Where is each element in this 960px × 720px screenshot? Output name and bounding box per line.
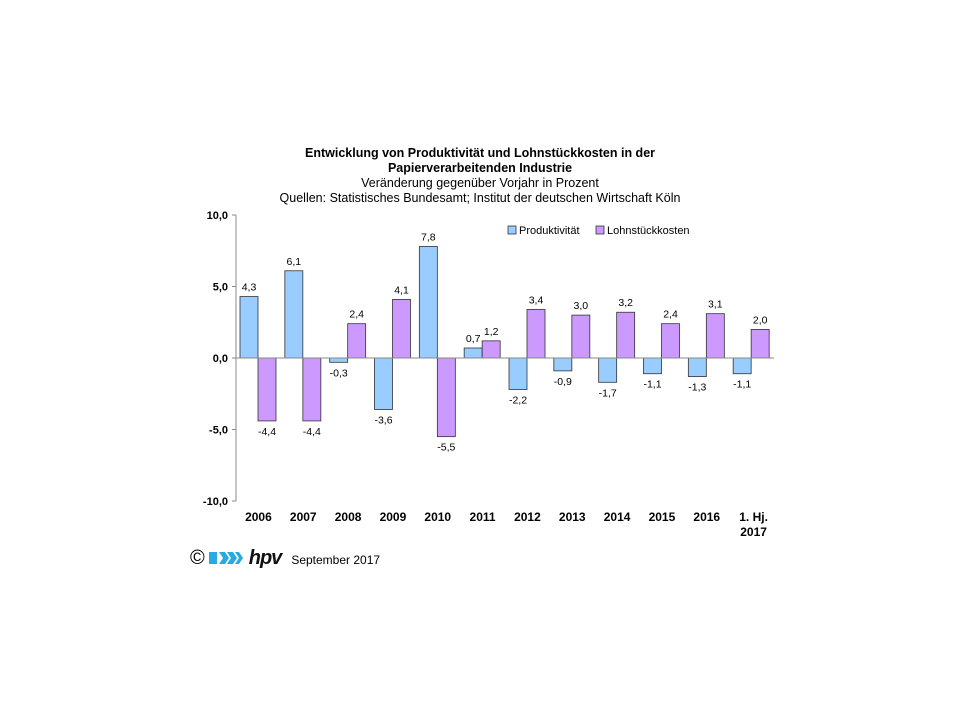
data-label: 2,0 <box>753 314 768 326</box>
chart-subtitle: Veränderung gegenüber Vorjahr in Prozent <box>361 176 599 190</box>
bar-lohnstueckkosten-2 <box>347 323 367 359</box>
bar-lohnstueckkosten-5 <box>481 340 501 359</box>
data-label: 1,2 <box>484 326 499 338</box>
data-label: 7,8 <box>421 231 436 243</box>
bar-produktivitaet-7 <box>553 357 573 372</box>
chart-title-block: Entwicklung von Produktivität und Lohnst… <box>230 146 730 206</box>
bar-produktivitaet-1 <box>284 270 304 359</box>
bar-produktivitaet-6 <box>508 357 528 390</box>
data-label: -0,3 <box>330 367 348 379</box>
data-label: -1,3 <box>688 382 706 394</box>
data-label: -3,6 <box>374 414 392 426</box>
y-tick-label: 0,0 <box>213 353 228 365</box>
data-label: 3,1 <box>708 299 723 311</box>
bar-produktivitaet-10 <box>687 357 707 377</box>
x-tick-label: 2013 <box>559 510 586 524</box>
hpv-logo-text: hpv <box>248 546 283 569</box>
bar-produktivitaet-5 <box>463 347 483 359</box>
y-tick-label: -5,0 <box>209 425 228 437</box>
bar-produktivitaet-9 <box>643 357 662 375</box>
y-tick-label: -10,0 <box>203 496 228 508</box>
bar-produktivitaet-11 <box>732 357 752 375</box>
data-label: -0,9 <box>554 376 572 388</box>
legend-swatch-1 <box>595 225 605 235</box>
bar-produktivitaet-4 <box>418 246 438 359</box>
y-tick-label: 5,0 <box>213 282 228 294</box>
x-tick-label: 2008 <box>335 510 362 524</box>
legend-label: Produktivität <box>519 225 580 237</box>
bar-lohnstueckkosten-6 <box>526 308 546 359</box>
data-label: 4,1 <box>394 284 409 296</box>
data-label: -4,4 <box>258 426 276 438</box>
x-tick-label: 1. Hj. <box>739 510 768 524</box>
legend-label: Lohnstückkosten <box>607 225 690 237</box>
x-tick-label: 2016 <box>693 510 720 524</box>
data-label: -1,7 <box>599 387 617 399</box>
footer-date: September 2017 <box>291 553 381 567</box>
data-label: 0,7 <box>466 333 481 345</box>
data-label: -4,4 <box>303 426 321 438</box>
x-tick-label: 2017 <box>740 525 767 539</box>
bar-lohnstueckkosten-7 <box>571 314 591 359</box>
bar-produktivitaet-0 <box>239 296 259 359</box>
legend-swatch-0 <box>507 225 517 235</box>
x-tick-label: 2015 <box>649 510 676 524</box>
bar-lohnstueckkosten-0 <box>257 357 277 422</box>
data-label: -1,1 <box>733 379 751 391</box>
data-label: 3,2 <box>618 297 633 309</box>
x-tick-label: 2012 <box>514 510 541 524</box>
bar-produktivitaet-8 <box>598 357 618 383</box>
data-label: -5,5 <box>437 442 455 454</box>
data-label: 2,4 <box>349 309 364 321</box>
x-tick-label: 2011 <box>470 510 496 524</box>
bar-lohnstueckkosten-3 <box>392 298 411 359</box>
bar-lohnstueckkosten-9 <box>661 323 680 359</box>
data-label: 6,1 <box>287 256 302 268</box>
x-tick-label: 2006 <box>245 510 272 524</box>
x-tick-label: 2010 <box>424 510 451 524</box>
x-tick-label: 2009 <box>380 510 407 524</box>
bar-lohnstueckkosten-1 <box>302 357 322 422</box>
data-label: 3,0 <box>574 300 589 312</box>
data-label: -2,2 <box>509 394 527 406</box>
chart-title-line1: Entwicklung von Produktivität und Lohnst… <box>304 146 656 160</box>
y-tick-label: 10,0 <box>207 210 228 222</box>
data-label: 4,3 <box>242 282 257 294</box>
data-label: -1,1 <box>643 379 661 391</box>
data-label: 2,4 <box>663 309 678 321</box>
x-tick-label: 2007 <box>290 510 317 524</box>
bar-produktivitaet-2 <box>329 357 349 363</box>
x-tick-label: 2014 <box>604 510 631 524</box>
bar-lohnstueckkosten-4 <box>436 357 456 438</box>
bar-lohnstueckkosten-11 <box>750 328 770 359</box>
hpv-logo-arrows-icon <box>208 549 243 567</box>
chart-source: Quellen: Statistisches Bundesamt; Instit… <box>279 191 681 205</box>
bar-lohnstueckkosten-8 <box>616 311 636 359</box>
bar-produktivitaet-3 <box>374 357 393 410</box>
chart-title-line2: Papierverarbeitenden Industrie <box>387 161 573 175</box>
footer: © hpv September 2017 <box>190 545 380 571</box>
bar-lohnstueckkosten-10 <box>705 313 725 359</box>
copyright-symbol: © <box>190 547 205 569</box>
data-label: 3,4 <box>529 294 544 306</box>
